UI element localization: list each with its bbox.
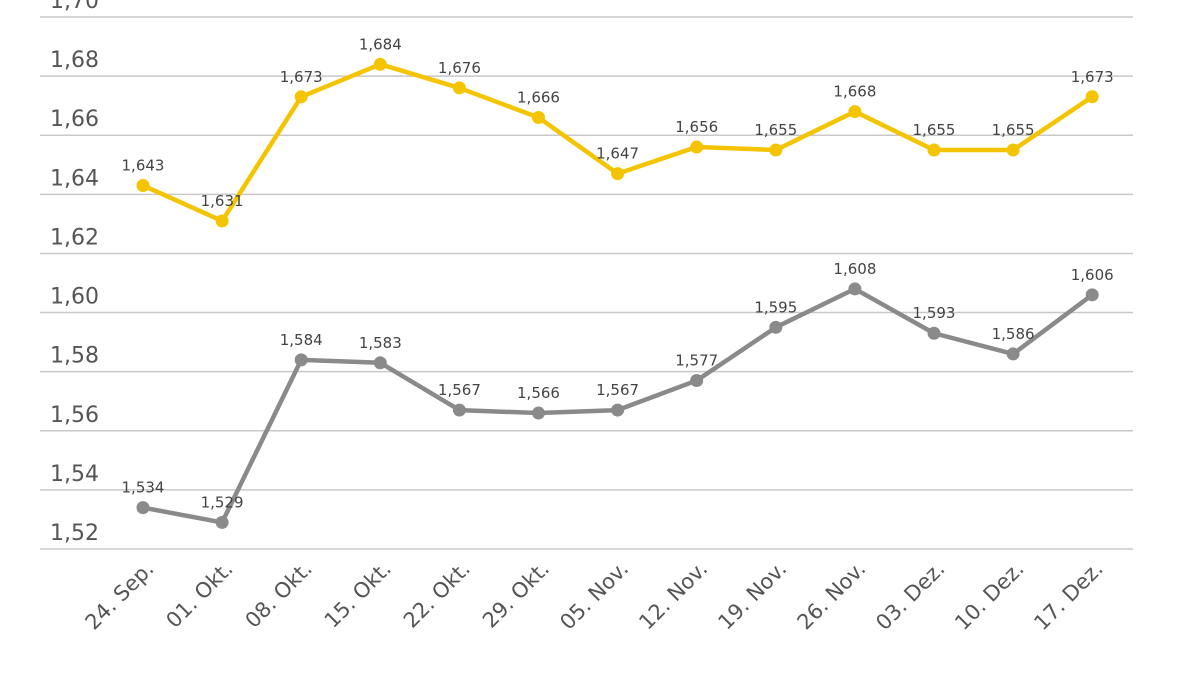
data-label-yellow-series: 1,668 bbox=[833, 83, 876, 101]
y-tick-label: 1,62 bbox=[50, 225, 99, 250]
data-label-gray-series: 1,584 bbox=[280, 331, 323, 349]
x-axis-ticks: 24. Sep. 01. Okt. 08. Okt. 15. Okt. 22. Okt.… bbox=[81, 557, 1108, 635]
data-label-gray-series: 1,583 bbox=[359, 334, 402, 352]
data-point-yellow-series bbox=[294, 90, 308, 104]
data-point-gray-series bbox=[927, 326, 941, 340]
x-tick-label: 15. Okt. bbox=[320, 557, 396, 633]
series-line-yellow-series bbox=[140, 62, 1095, 224]
data-label-gray-series: 1,608 bbox=[833, 260, 876, 278]
data-point-gray-series bbox=[136, 501, 150, 515]
y-tick-label: 1,66 bbox=[50, 107, 99, 132]
data-label-gray-series: 1,606 bbox=[1071, 266, 1114, 284]
data-point-yellow-series bbox=[848, 105, 862, 119]
x-tick-label: 03. Dez. bbox=[871, 557, 949, 635]
x-tick-label: 08. Okt. bbox=[241, 557, 317, 633]
x-tick-label: 01. Okt. bbox=[162, 557, 238, 633]
data-point-gray-series bbox=[1006, 347, 1020, 361]
data-label-gray-series: 1,577 bbox=[675, 352, 718, 370]
y-tick-label: 1,60 bbox=[50, 285, 99, 310]
data-label-yellow-series: 1,643 bbox=[122, 156, 165, 174]
x-tick-label: 05. Nov. bbox=[555, 557, 633, 635]
data-point-gray-series bbox=[294, 353, 308, 367]
data-label-gray-series: 1,586 bbox=[992, 325, 1035, 343]
y-axis-ticks: 1,52 1,54 1,56 1,58 1,60 1,62 1,64 1,66 1,68 1,70 bbox=[50, 0, 99, 546]
data-label-yellow-series: 1,655 bbox=[913, 121, 956, 139]
data-point-yellow-series bbox=[136, 178, 150, 192]
y-tick-label: 1,70 bbox=[50, 0, 99, 14]
data-point-yellow-series bbox=[769, 143, 783, 157]
data-label-yellow-series: 1,647 bbox=[596, 145, 639, 163]
data-label-yellow-series: 1,666 bbox=[517, 88, 560, 106]
data-point-gray-series bbox=[690, 374, 704, 388]
data-point-yellow-series bbox=[215, 214, 229, 228]
x-tick-label: 26. Nov. bbox=[793, 557, 871, 635]
data-point-gray-series bbox=[452, 403, 466, 417]
series-group bbox=[136, 57, 1099, 529]
data-point-gray-series bbox=[769, 320, 783, 334]
data-label-gray-series: 1,593 bbox=[913, 304, 956, 322]
data-label-gray-series: 1,566 bbox=[517, 384, 560, 402]
y-tick-label: 1,54 bbox=[50, 462, 99, 487]
data-point-yellow-series bbox=[452, 81, 466, 95]
data-label-gray-series: 1,529 bbox=[201, 493, 244, 511]
y-tick-label: 1,68 bbox=[50, 48, 99, 73]
data-point-gray-series bbox=[373, 356, 387, 370]
data-label-yellow-series: 1,655 bbox=[992, 121, 1035, 139]
data-label-gray-series: 1,567 bbox=[596, 381, 639, 399]
data-point-yellow-series bbox=[690, 140, 704, 154]
data-label-yellow-series: 1,655 bbox=[754, 121, 797, 139]
data-label-yellow-series: 1,631 bbox=[201, 192, 244, 210]
data-labels: 1,643 1,631 1,673 1,684 1,676 1,666 1,647 1,656… bbox=[122, 35, 1114, 511]
data-point-yellow-series bbox=[611, 167, 625, 181]
data-point-gray-series bbox=[1085, 288, 1099, 302]
data-point-yellow-series bbox=[532, 110, 545, 124]
data-point-gray-series bbox=[215, 515, 229, 529]
gridlines bbox=[40, 16, 1133, 550]
data-label-gray-series: 1,534 bbox=[122, 479, 165, 497]
x-tick-label: 17. Dez. bbox=[1029, 557, 1107, 635]
data-point-gray-series bbox=[611, 403, 625, 417]
data-point-gray-series bbox=[532, 406, 545, 420]
x-tick-label: 29. Okt. bbox=[478, 557, 554, 633]
x-tick-label: 24. Sep. bbox=[81, 557, 159, 635]
data-point-yellow-series bbox=[1006, 143, 1020, 157]
data-point-yellow-series bbox=[927, 143, 941, 157]
data-label-gray-series: 1,595 bbox=[754, 298, 797, 316]
data-label-yellow-series: 1,656 bbox=[675, 118, 718, 136]
y-tick-label: 1,56 bbox=[50, 403, 99, 428]
x-tick-label: 12. Nov. bbox=[634, 557, 712, 635]
data-label-yellow-series: 1,684 bbox=[359, 35, 402, 53]
y-tick-label: 1,64 bbox=[50, 166, 99, 191]
x-tick-label: 22. Okt. bbox=[399, 557, 475, 633]
data-label-yellow-series: 1,676 bbox=[438, 59, 481, 77]
data-point-yellow-series bbox=[373, 57, 387, 71]
data-point-yellow-series bbox=[1085, 90, 1099, 104]
x-tick-label: 19. Nov. bbox=[713, 557, 791, 635]
y-tick-label: 1,52 bbox=[50, 521, 99, 546]
data-label-gray-series: 1,567 bbox=[438, 381, 481, 399]
data-point-gray-series bbox=[848, 282, 862, 296]
x-tick-label: 10. Dez. bbox=[950, 557, 1028, 635]
y-tick-label: 1,58 bbox=[50, 344, 99, 369]
data-label-yellow-series: 1,673 bbox=[280, 68, 323, 86]
data-label-yellow-series: 1,673 bbox=[1071, 68, 1114, 86]
